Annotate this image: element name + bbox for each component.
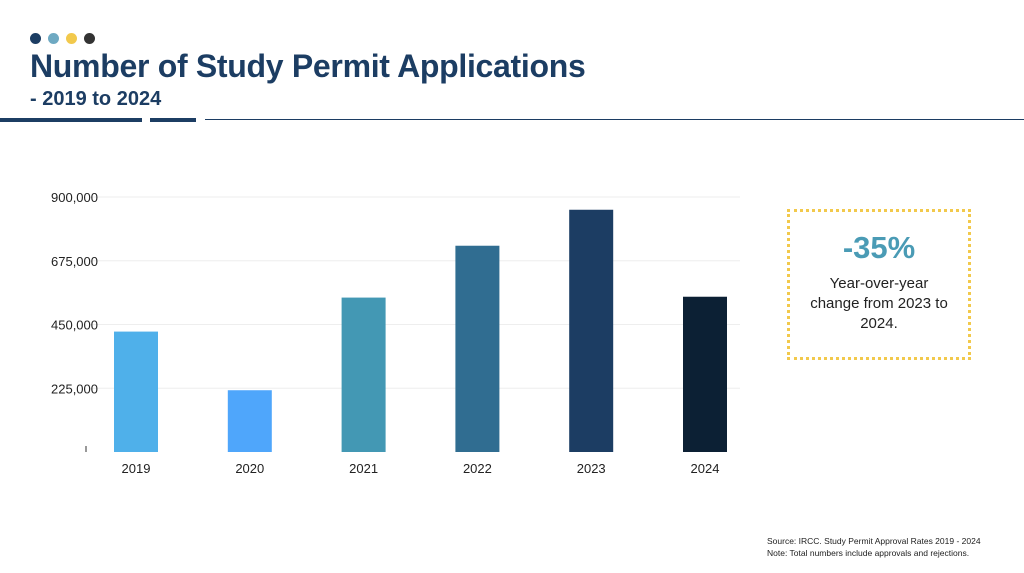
bar-2024 <box>683 296 727 452</box>
x-tick-label: 2024 <box>691 461 720 476</box>
bar-chart: 225,000 450,000 675,000 900,000 2019 2020 2021… <box>51 190 740 476</box>
header-rule-line <box>205 119 1024 120</box>
callout-value: -35% <box>842 230 916 265</box>
dot-navy <box>30 33 41 44</box>
x-tick-label: 2021 <box>349 461 378 476</box>
header-rule-left <box>0 118 142 122</box>
bar-2020 <box>227 390 272 452</box>
page-subtitle: - 2019 to 2024 <box>30 88 162 110</box>
dot-yellow <box>66 33 77 44</box>
page-title: Number of Study Permit Applications <box>30 48 586 84</box>
bar-2021 <box>341 297 386 452</box>
y-tick-label: 450,000 <box>51 318 98 333</box>
y-tick-label: 225,000 <box>51 381 98 396</box>
y-tick-label: 675,000 <box>51 254 98 269</box>
x-tick-label: 2022 <box>463 461 492 476</box>
callout-box: -35% Year-over-year change from 2023 to … <box>787 209 971 360</box>
callout-text: Year-over-year change from 2023 to 2024. <box>810 275 948 332</box>
bar-2019 <box>114 331 158 452</box>
x-tick-label: 2019 <box>122 461 151 476</box>
header-rule-mid <box>150 118 196 122</box>
dot-teal <box>48 33 59 44</box>
dot-dark <box>84 33 95 44</box>
bar-2023 <box>569 209 614 452</box>
decorative-dots <box>30 33 95 44</box>
x-tick-label: 2023 <box>577 461 606 476</box>
source-text: Source: IRCC. Study Permit Approval Rate… <box>767 536 981 546</box>
source-note: Source: IRCC. Study Permit Approval Rate… <box>767 535 981 559</box>
bar-2022 <box>455 245 500 452</box>
x-tick-label: 2020 <box>235 461 264 476</box>
note-text: Note: Total numbers include approvals an… <box>767 548 970 558</box>
y-tick-label: 900,000 <box>51 190 98 205</box>
